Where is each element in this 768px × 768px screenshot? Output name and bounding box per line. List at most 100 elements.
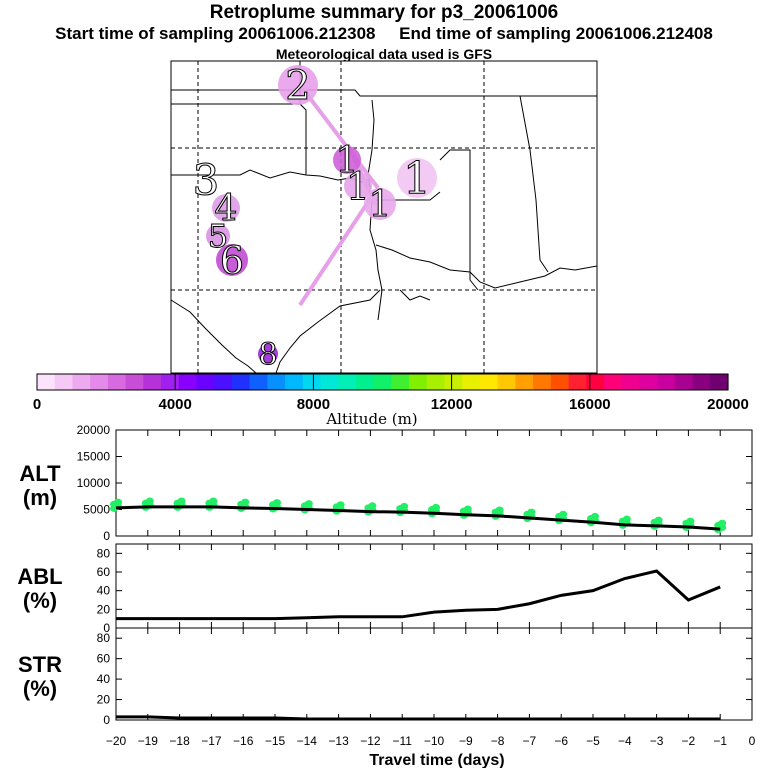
x-tick-label: −3 [650, 734, 664, 748]
trajectory-marker-label: 1 [403, 153, 431, 204]
colorbar-cell [161, 374, 180, 390]
x-tick-label: −14 [297, 734, 318, 748]
x-tick-label: −20 [106, 734, 127, 748]
y-tick-label: 40 [97, 584, 111, 598]
trajectory-marker-dot [278, 65, 318, 105]
y-tick-label: 60 [97, 565, 111, 579]
colorbar-cell [373, 374, 392, 390]
y-tick-label: 0 [103, 621, 110, 635]
colorbar-cell [692, 374, 711, 390]
alt-scatter-point [368, 502, 377, 510]
colorbar-tick-label: 12000 [431, 396, 473, 413]
panel-frame [115, 627, 753, 721]
alt-scatter-point [336, 501, 345, 509]
series-line-str [116, 715, 721, 721]
trajectory-marker-dot [212, 194, 240, 222]
trajectory-marker-dot [206, 224, 230, 248]
x-tick-label: −8 [491, 734, 505, 748]
x-tick-label: −2 [682, 734, 696, 748]
colorbar-cell [196, 374, 215, 390]
y-axis-label-units: (m) [23, 485, 57, 510]
trajectory-marker-label: 8 [258, 338, 277, 373]
colorbar-tick-label: 20000 [707, 396, 749, 413]
alt-scatter-point [432, 503, 440, 511]
colorbar-cell [231, 374, 251, 390]
start-time-label: Start time of sampling 20061006.212308 [55, 24, 376, 43]
colorbar-cell [125, 374, 144, 390]
trajectory-marker-label: 1 [369, 185, 392, 226]
alt-scatter-point [400, 502, 409, 510]
colorbar-axis-label: Altitude (m) [325, 410, 417, 428]
colorbar-cell [355, 374, 375, 390]
alt-scatter-point [559, 510, 568, 518]
colorbar-cell [639, 374, 658, 390]
trajectory-marker-label: 4 [215, 189, 238, 230]
colorbar-cell [214, 374, 233, 390]
colorbar-tick-label: 8000 [297, 396, 330, 413]
colorbar-cell [409, 374, 428, 390]
colorbar-cells [37, 374, 729, 390]
colorbar-cell [497, 374, 516, 390]
colorbar-tick-label: 16000 [569, 396, 611, 413]
alt-scatter-point [591, 512, 599, 520]
alt-scatter-point [718, 519, 727, 527]
alt-scatter-point [304, 500, 313, 508]
colorbar-cell [444, 374, 463, 390]
y-axis-label-units: (%) [23, 588, 57, 613]
alt-scatter-point [686, 517, 695, 525]
colorbar-cell [107, 374, 127, 390]
colorbar-cell [54, 374, 74, 390]
alt-scatter-point [177, 497, 186, 505]
colorbar-cell [391, 374, 410, 390]
colorbar-cell [267, 374, 286, 390]
colorbar-tick-label: 0 [33, 396, 41, 413]
y-axis-label: ALT [19, 461, 61, 486]
end-time-label: End time of sampling 20061006.212408 [399, 24, 713, 43]
colorbar-cell [72, 374, 91, 390]
panel-str: 0 20 40 60 80 STR(%) [18, 627, 753, 727]
y-tick-label: 5000 [83, 503, 110, 517]
colorbar-cell [249, 374, 268, 390]
trajectory-marker-dot [397, 158, 437, 198]
y-tick-label: 80 [97, 546, 111, 560]
colorbar-cell [515, 374, 534, 390]
trajectory-marker-label: 6 [220, 238, 244, 282]
y-axis-label-units: (%) [23, 676, 57, 701]
colorbar-cell [143, 374, 162, 390]
colorbar-cell [302, 374, 322, 390]
alt-scatter-point [241, 498, 250, 506]
colorbar-cell [657, 374, 676, 390]
x-tick-label: −16 [233, 734, 254, 748]
colorbar-cell [533, 374, 552, 390]
colorbar-tick-label: 4000 [159, 396, 192, 413]
alt-scatter-point [273, 499, 281, 507]
colorbar-cell [586, 374, 605, 390]
chart-title: Retroplume summary for p3_20061006 [209, 2, 559, 23]
y-tick-label: 60 [97, 652, 111, 666]
colorbar-cell [462, 374, 481, 390]
x-tick-label: 0 [749, 734, 756, 748]
x-tick-label: −7 [523, 734, 537, 748]
series-line-alt [115, 505, 721, 531]
x-tick-label: −18 [169, 734, 190, 748]
colorbar-cell [710, 374, 729, 390]
colorbar-cell [338, 374, 357, 390]
x-tick-label: −5 [586, 734, 600, 748]
alt-scatter-point [209, 497, 218, 505]
panel-abl: 0 20 40 60 80 ABL(%) [17, 543, 753, 635]
sampling-times: Start time of sampling 20061006.212308 E… [0, 24, 768, 44]
y-tick-label: 20 [97, 602, 111, 616]
x-tick-label: −11 [392, 734, 412, 748]
colorbar-cell [320, 374, 339, 390]
colorbar-cell [178, 374, 198, 390]
x-tick-label: −4 [618, 734, 632, 748]
colorbar-cell [479, 374, 499, 390]
colorbar-cell [568, 374, 587, 390]
colorbar-ticks: 0 4000 8000 12000 16000 20000 [33, 374, 749, 413]
colorbar-cell [426, 374, 446, 390]
alt-scatter-point [114, 498, 122, 506]
x-tick-label: −13 [328, 734, 349, 748]
met-data-label: Meteorological data used is GFS [275, 46, 493, 62]
time-series-panels: 05000100001500020000ALT(m)020406080ABL(%… [17, 423, 755, 748]
